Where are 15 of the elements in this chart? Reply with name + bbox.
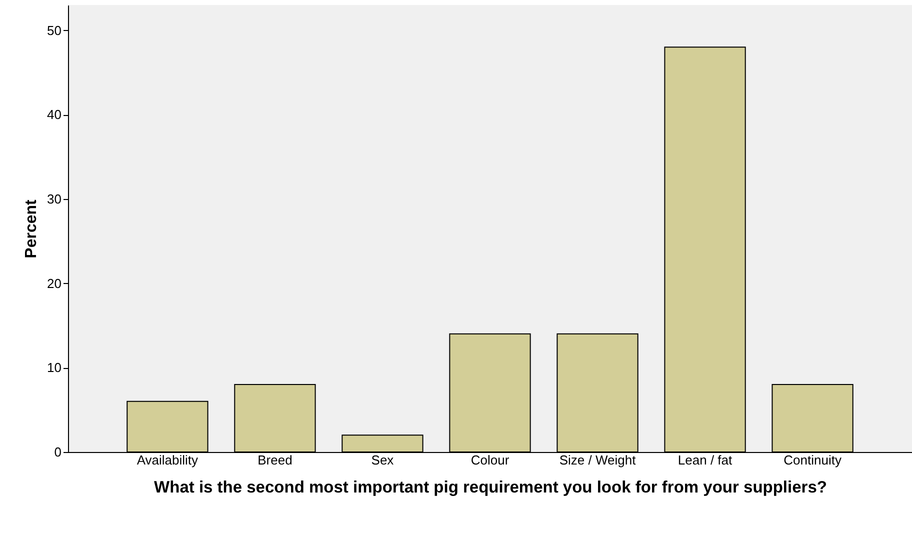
x-tick-label: Continuity — [784, 452, 842, 468]
y-tick-label: 40 — [47, 107, 62, 122]
y-tick-label: 10 — [47, 360, 62, 376]
y-axis-title: Percent — [23, 198, 40, 258]
x-tick-label: Sex — [371, 452, 394, 468]
y-tick-label: 20 — [47, 276, 62, 291]
y-tick-label: 0 — [54, 444, 62, 460]
x-tick-label: Availability — [136, 452, 199, 468]
x-axis-title: What is the second most important pig requirement you look for from your suppliers? — [154, 478, 827, 496]
x-tick-label: Lean / fat — [678, 452, 733, 468]
x-tick-label: Size / Weight — [559, 452, 636, 468]
y-tick-label: 50 — [47, 22, 62, 38]
x-tick-label: Breed — [258, 452, 292, 468]
x-tick-label: Colour — [470, 452, 510, 468]
y-tick-label: 30 — [47, 191, 62, 206]
